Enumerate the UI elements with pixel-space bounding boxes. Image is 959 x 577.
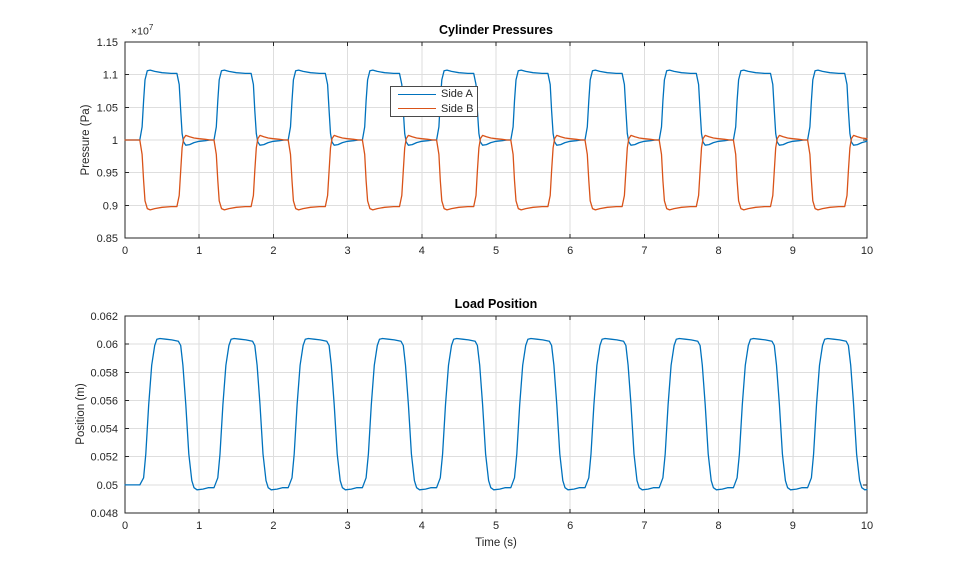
x-tick-label: 8 <box>716 245 722 257</box>
multiplier-base: ×10 <box>131 25 149 38</box>
x-tick-label: 2 <box>270 245 276 257</box>
x-tick-label: 7 <box>641 520 647 532</box>
legend-label-side-b: Side B <box>441 102 474 115</box>
y-axis-label-position: Position (m) <box>75 383 87 445</box>
x-tick-label: 8 <box>716 520 722 532</box>
chart-title-cylinder-pressures: Cylinder Pressures <box>439 23 553 37</box>
x-tick-label: 6 <box>567 520 573 532</box>
x-tick-label: 5 <box>493 520 499 532</box>
chart-title-load-position: Load Position <box>454 297 538 311</box>
series-position <box>124 337 868 491</box>
x-tick-label: 4 <box>419 520 425 532</box>
panel-load-position: 0 1 2 3 4 5 6 7 8 9 10 0.048 0.05 0.052 0.054 0.056 0.05… <box>90 311 873 532</box>
y-tick-label: 0.048 <box>90 508 118 520</box>
y-tick-label: 0.062 <box>90 311 118 323</box>
x-tick-label: 10 <box>861 520 873 532</box>
y-tick-label: 0.052 <box>90 452 118 464</box>
x-tick-label: 7 <box>641 245 647 257</box>
multiplier-exponent: 7 <box>148 23 154 32</box>
panel-cylinder-pressures: 0 1 2 3 4 5 6 7 8 9 10 0.85 0.9 0.95 1 1.05 1.1 1.15 <box>97 37 874 257</box>
y-tick-label: 1.1 <box>103 70 118 82</box>
y-tick-label: 1.05 <box>97 102 118 114</box>
y-tick-label: 0.9 <box>103 200 118 212</box>
y-tick-label: 1.15 <box>97 37 118 49</box>
legend-line-sample-side-a <box>398 93 436 95</box>
y-axis-label-pressure: Pressure (Pa) <box>80 104 92 176</box>
x-tick-label: 10 <box>861 245 873 257</box>
x-tick-label: 3 <box>345 520 351 532</box>
x-tick-label: 2 <box>270 520 276 532</box>
x-tick-label: 1 <box>196 245 202 257</box>
y-tick-label: 0.06 <box>97 339 118 351</box>
x-tick-label: 4 <box>419 245 425 257</box>
y-tick-label: 0.058 <box>90 367 118 379</box>
x-tick-label: 0 <box>122 520 128 532</box>
legend-entry-side-a[interactable]: Side A <box>391 87 477 101</box>
x-tick-label: 0 <box>122 245 128 257</box>
legend[interactable]: Side A Side B <box>390 86 478 117</box>
legend-entry-side-b[interactable]: Side B <box>391 102 477 116</box>
x-tick-label: 1 <box>196 520 202 532</box>
series-side-b <box>124 134 868 211</box>
y-axis-exponent-multiplier: ×107 <box>131 23 153 38</box>
y-tick-label: 1 <box>112 135 118 147</box>
x-tick-label: 9 <box>790 520 796 532</box>
y-tick-label: 0.05 <box>97 480 118 492</box>
y-tick-label: 0.85 <box>97 233 118 245</box>
x-tick-label: 5 <box>493 245 499 257</box>
x-tick-label: 9 <box>790 245 796 257</box>
y-tick-label: 0.056 <box>90 395 118 407</box>
y-tick-label: 0.95 <box>97 168 118 180</box>
legend-line-sample-side-b <box>398 108 436 110</box>
series-side-a <box>124 69 868 146</box>
y-tick-label: 0.054 <box>90 424 118 436</box>
x-axis-label-time: Time (s) <box>475 537 517 549</box>
legend-label-side-a: Side A <box>441 88 473 101</box>
x-tick-label: 3 <box>345 245 351 257</box>
x-tick-label: 6 <box>567 245 573 257</box>
